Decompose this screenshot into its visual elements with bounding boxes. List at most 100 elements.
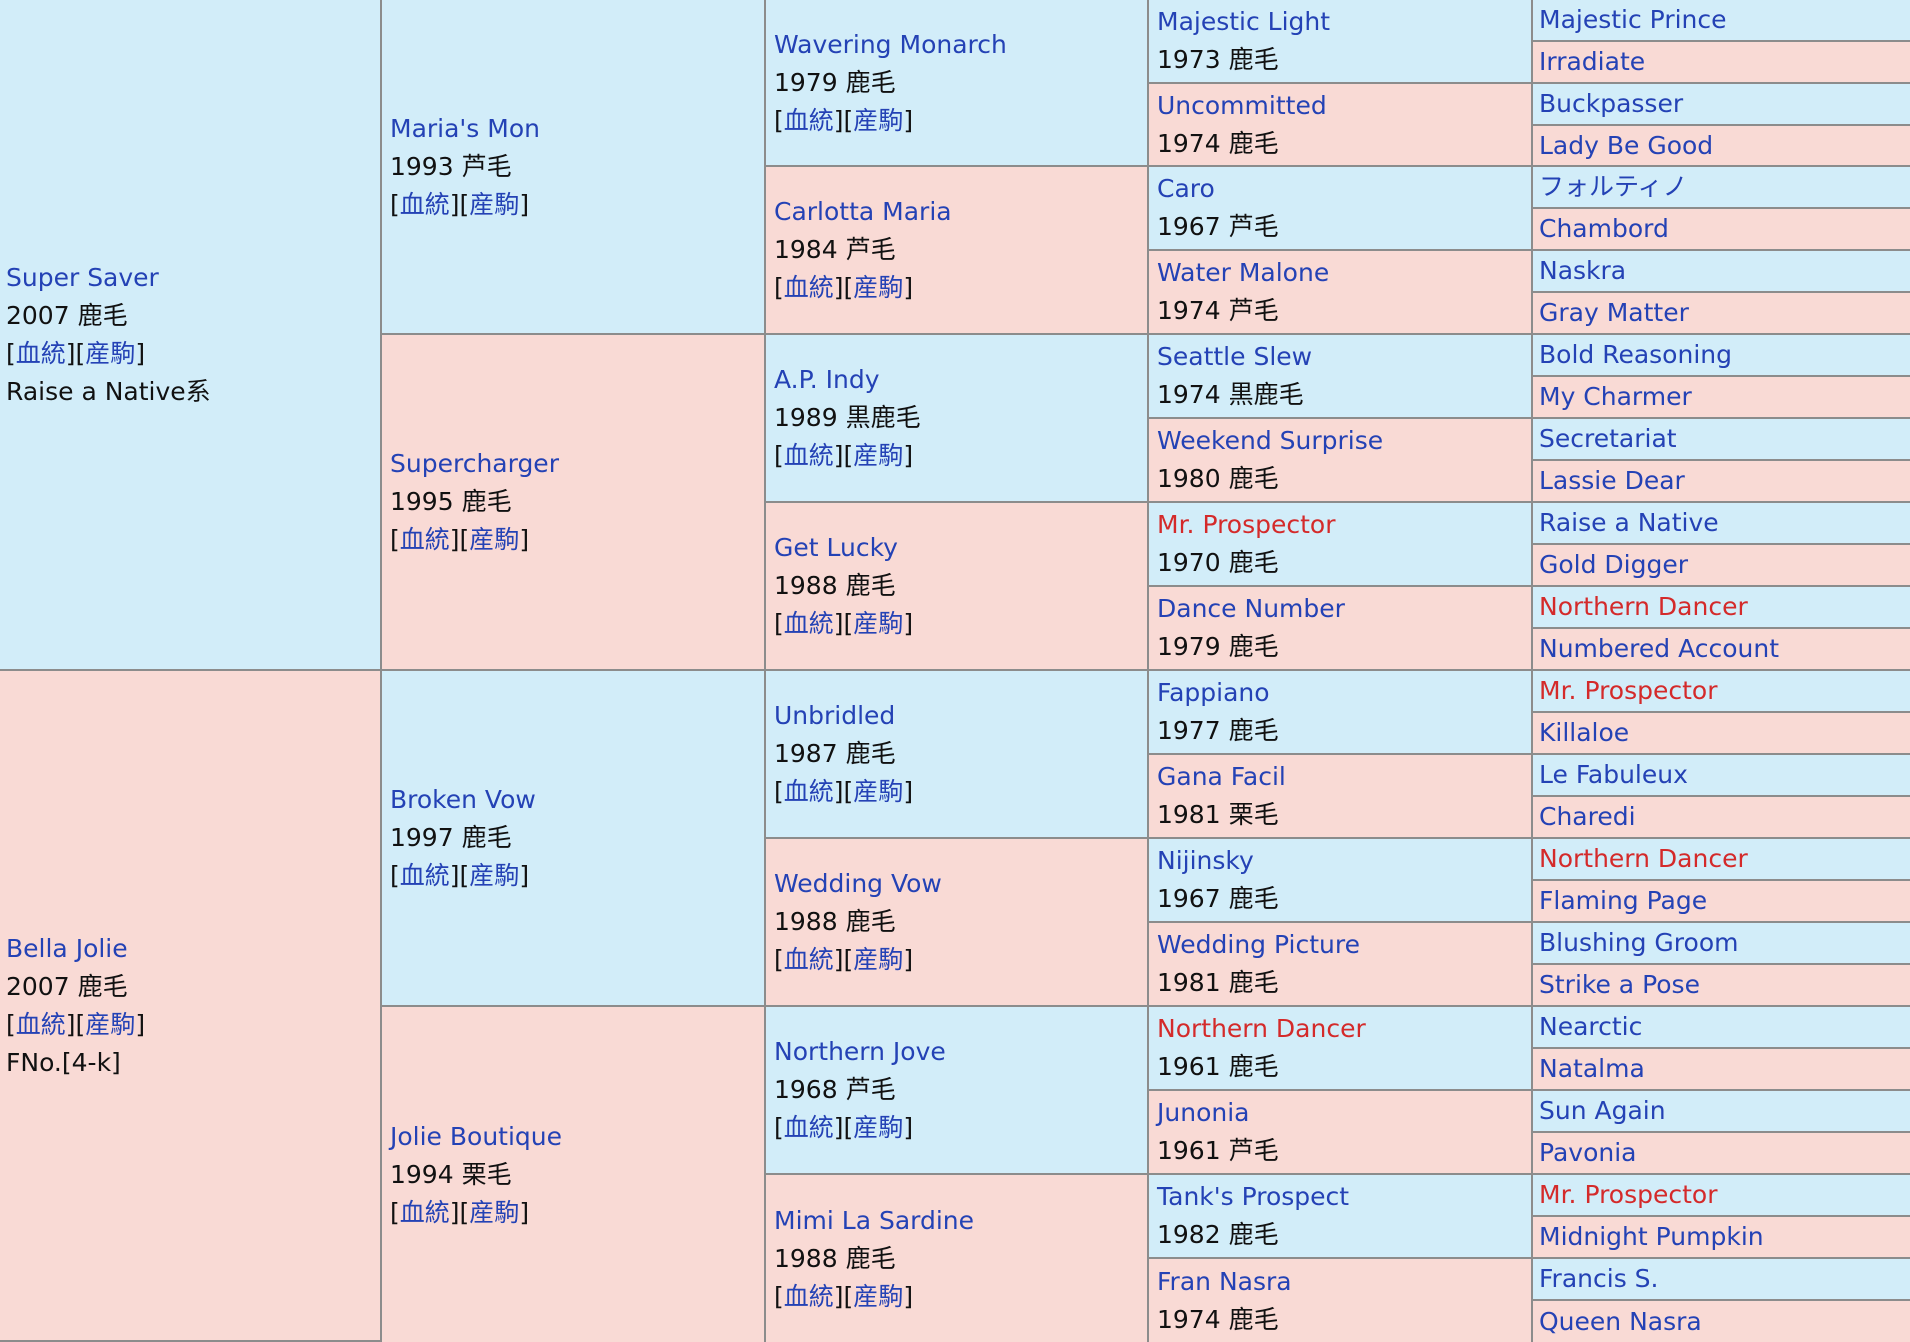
horse-name-link[interactable]: Majestic Prince (1539, 5, 1727, 34)
horse-name-link[interactable]: Nearctic (1539, 1012, 1643, 1041)
pedigree-link[interactable]: 血統 (783, 777, 834, 806)
horse-name-link[interactable]: フォルティノ (1539, 172, 1688, 201)
horse-name-link[interactable]: Northern Dancer (1157, 1014, 1366, 1043)
horse-name-link[interactable]: Mr. Prospector (1157, 510, 1336, 539)
progeny-link[interactable]: 産駒 (469, 861, 520, 890)
horse-name-link[interactable]: Caro (1157, 174, 1215, 203)
horse-name-link[interactable]: Chambord (1539, 214, 1669, 243)
horse-name-link[interactable]: Weekend Surprise (1157, 426, 1384, 455)
pedigree-link[interactable]: 血統 (783, 609, 834, 638)
sire-pedigree-link[interactable]: 血統 (15, 338, 66, 368)
horse-name-link[interactable]: Supercharger (390, 449, 559, 478)
horse-name-link[interactable]: Maria's Mon (390, 113, 540, 143)
horse-name-link[interactable]: Unbridled (774, 701, 896, 730)
pedigree-link[interactable]: 血統 (399, 1197, 450, 1227)
dam-pedigree-link[interactable]: 血統 (15, 1009, 66, 1039)
horse-name-link[interactable]: Strike a Pose (1539, 970, 1700, 999)
pedigree-link[interactable]: 血統 (399, 189, 450, 219)
progeny-link[interactable]: 産駒 (853, 1281, 904, 1311)
horse-name-link[interactable]: Raise a Native (1539, 508, 1719, 537)
horse-name-link[interactable]: Get Lucky (774, 533, 898, 562)
horse-info: 1994 栗毛 (390, 1159, 512, 1189)
gen2-cell: Jolie Boutique 1994 栗毛 [血統][産駒] (382, 1007, 766, 1342)
horse-name-link[interactable]: Secretariat (1539, 424, 1677, 453)
horse-name-link[interactable]: Fappiano (1157, 678, 1270, 707)
horse-name-link[interactable]: Buckpasser (1539, 89, 1684, 118)
pedigree-link[interactable]: 血統 (783, 441, 834, 470)
pedigree-link[interactable]: 血統 (399, 861, 450, 890)
progeny-link[interactable]: 産駒 (469, 1197, 520, 1227)
horse-name-link[interactable]: Numbered Account (1539, 634, 1780, 663)
horse-name-link[interactable]: Charedi (1539, 802, 1636, 831)
gen5-cell: Charedi (1533, 797, 1910, 839)
horse-links: [血統][産駒] (774, 273, 914, 302)
horse-name-link[interactable]: Mimi La Sardine (774, 1205, 975, 1235)
progeny-link[interactable]: 産駒 (469, 525, 520, 554)
pedigree-link[interactable]: 血統 (783, 273, 834, 302)
horse-name-link[interactable]: Northern Jove (774, 1037, 946, 1066)
pedigree-link[interactable]: 血統 (783, 1113, 834, 1142)
horse-name-link[interactable]: Fran Nasra (1157, 1266, 1292, 1296)
horse-name-link[interactable]: Mr. Prospector (1539, 676, 1718, 705)
horse-name-link[interactable]: Queen Nasra (1539, 1306, 1702, 1336)
horse-name-link[interactable]: Gray Matter (1539, 298, 1689, 327)
gen3-cell: Wedding Vow 1988 鹿毛 [血統][産駒] (766, 839, 1149, 1007)
horse-name-link[interactable]: Blushing Groom (1539, 928, 1739, 957)
progeny-link[interactable]: 産駒 (853, 777, 904, 806)
horse-name-link[interactable]: Irradiate (1539, 47, 1646, 76)
horse-name-link[interactable]: Gana Facil (1157, 762, 1286, 791)
pedigree-link[interactable]: 血統 (783, 105, 834, 135)
horse-name-link[interactable]: Carlotta Maria (774, 197, 952, 226)
horse-name-link[interactable]: Midnight Pumpkin (1539, 1222, 1764, 1251)
horse-name-link[interactable]: Jolie Boutique (390, 1121, 563, 1151)
horse-name-link[interactable]: Naskra (1539, 256, 1627, 285)
horse-name-link[interactable]: Gold Digger (1539, 550, 1689, 579)
horse-name-link[interactable]: Tank's Prospect (1157, 1182, 1350, 1211)
gen4-cell: Uncommitted 1974 鹿毛 (1149, 84, 1533, 167)
horse-name-link[interactable]: Francis S. (1539, 1264, 1659, 1293)
horse-name-link[interactable]: Water Malone (1157, 258, 1330, 287)
horse-name-link[interactable]: Seattle Slew (1157, 342, 1313, 371)
dam-name-link[interactable]: Bella Jolie (6, 933, 128, 963)
horse-name-link[interactable]: Nijinsky (1157, 846, 1254, 875)
horse-name-link[interactable]: Broken Vow (390, 785, 536, 814)
horse-name-link[interactable]: Killaloe (1539, 718, 1630, 747)
horse-name-link[interactable]: Flaming Page (1539, 886, 1708, 915)
progeny-link[interactable]: 産駒 (853, 1113, 904, 1142)
progeny-link[interactable]: 産駒 (853, 609, 904, 638)
horse-name-link[interactable]: Dance Number (1157, 594, 1345, 623)
horse-name-link[interactable]: Northern Dancer (1539, 592, 1748, 621)
sire-progeny-link[interactable]: 産駒 (85, 338, 136, 368)
horse-name-link[interactable]: Pavonia (1539, 1138, 1637, 1167)
horse-name-link[interactable]: Lady Be Good (1539, 130, 1714, 160)
horse-info: 1974 鹿毛 (1157, 128, 1279, 158)
horse-name-link[interactable]: Junonia (1157, 1098, 1250, 1127)
pedigree-link[interactable]: 血統 (399, 525, 450, 554)
pedigree-link[interactable]: 血統 (783, 1281, 834, 1311)
horse-name-link[interactable]: Le Fabuleux (1539, 760, 1688, 789)
horse-links: [血統][産駒] (774, 1113, 914, 1142)
horse-name-link[interactable]: Wedding Picture (1157, 930, 1360, 959)
dam-progeny-link[interactable]: 産駒 (85, 1009, 136, 1039)
horse-name-link[interactable]: Uncommitted (1157, 90, 1327, 120)
horse-name-link[interactable]: A.P. Indy (774, 365, 880, 394)
pedigree-link[interactable]: 血統 (783, 945, 834, 974)
horse-name-link[interactable]: Bold Reasoning (1539, 340, 1732, 369)
horse-name-link[interactable]: Wavering Monarch (774, 29, 1007, 59)
horse-name-link[interactable]: Mr. Prospector (1539, 1180, 1718, 1209)
horse-name-link[interactable]: Wedding Vow (774, 869, 942, 898)
horse-name-link[interactable]: Natalma (1539, 1054, 1645, 1083)
horse-name-link[interactable]: Sun Again (1539, 1096, 1666, 1125)
progeny-link[interactable]: 産駒 (853, 273, 904, 302)
horse-name-link[interactable]: Northern Dancer (1539, 844, 1748, 873)
sire-name-link[interactable]: Super Saver (6, 262, 159, 292)
progeny-link[interactable]: 産駒 (853, 441, 904, 470)
progeny-link[interactable]: 産駒 (853, 945, 904, 974)
horse-name-link[interactable]: My Charmer (1539, 382, 1692, 411)
progeny-link[interactable]: 産駒 (469, 189, 520, 219)
horse-info: 1980 鹿毛 (1157, 464, 1279, 493)
horse-name-link[interactable]: Lassie Dear (1539, 466, 1685, 495)
gen5-cell: Killaloe (1533, 713, 1910, 755)
horse-name-link[interactable]: Majestic Light (1157, 7, 1331, 36)
progeny-link[interactable]: 産駒 (853, 105, 904, 135)
